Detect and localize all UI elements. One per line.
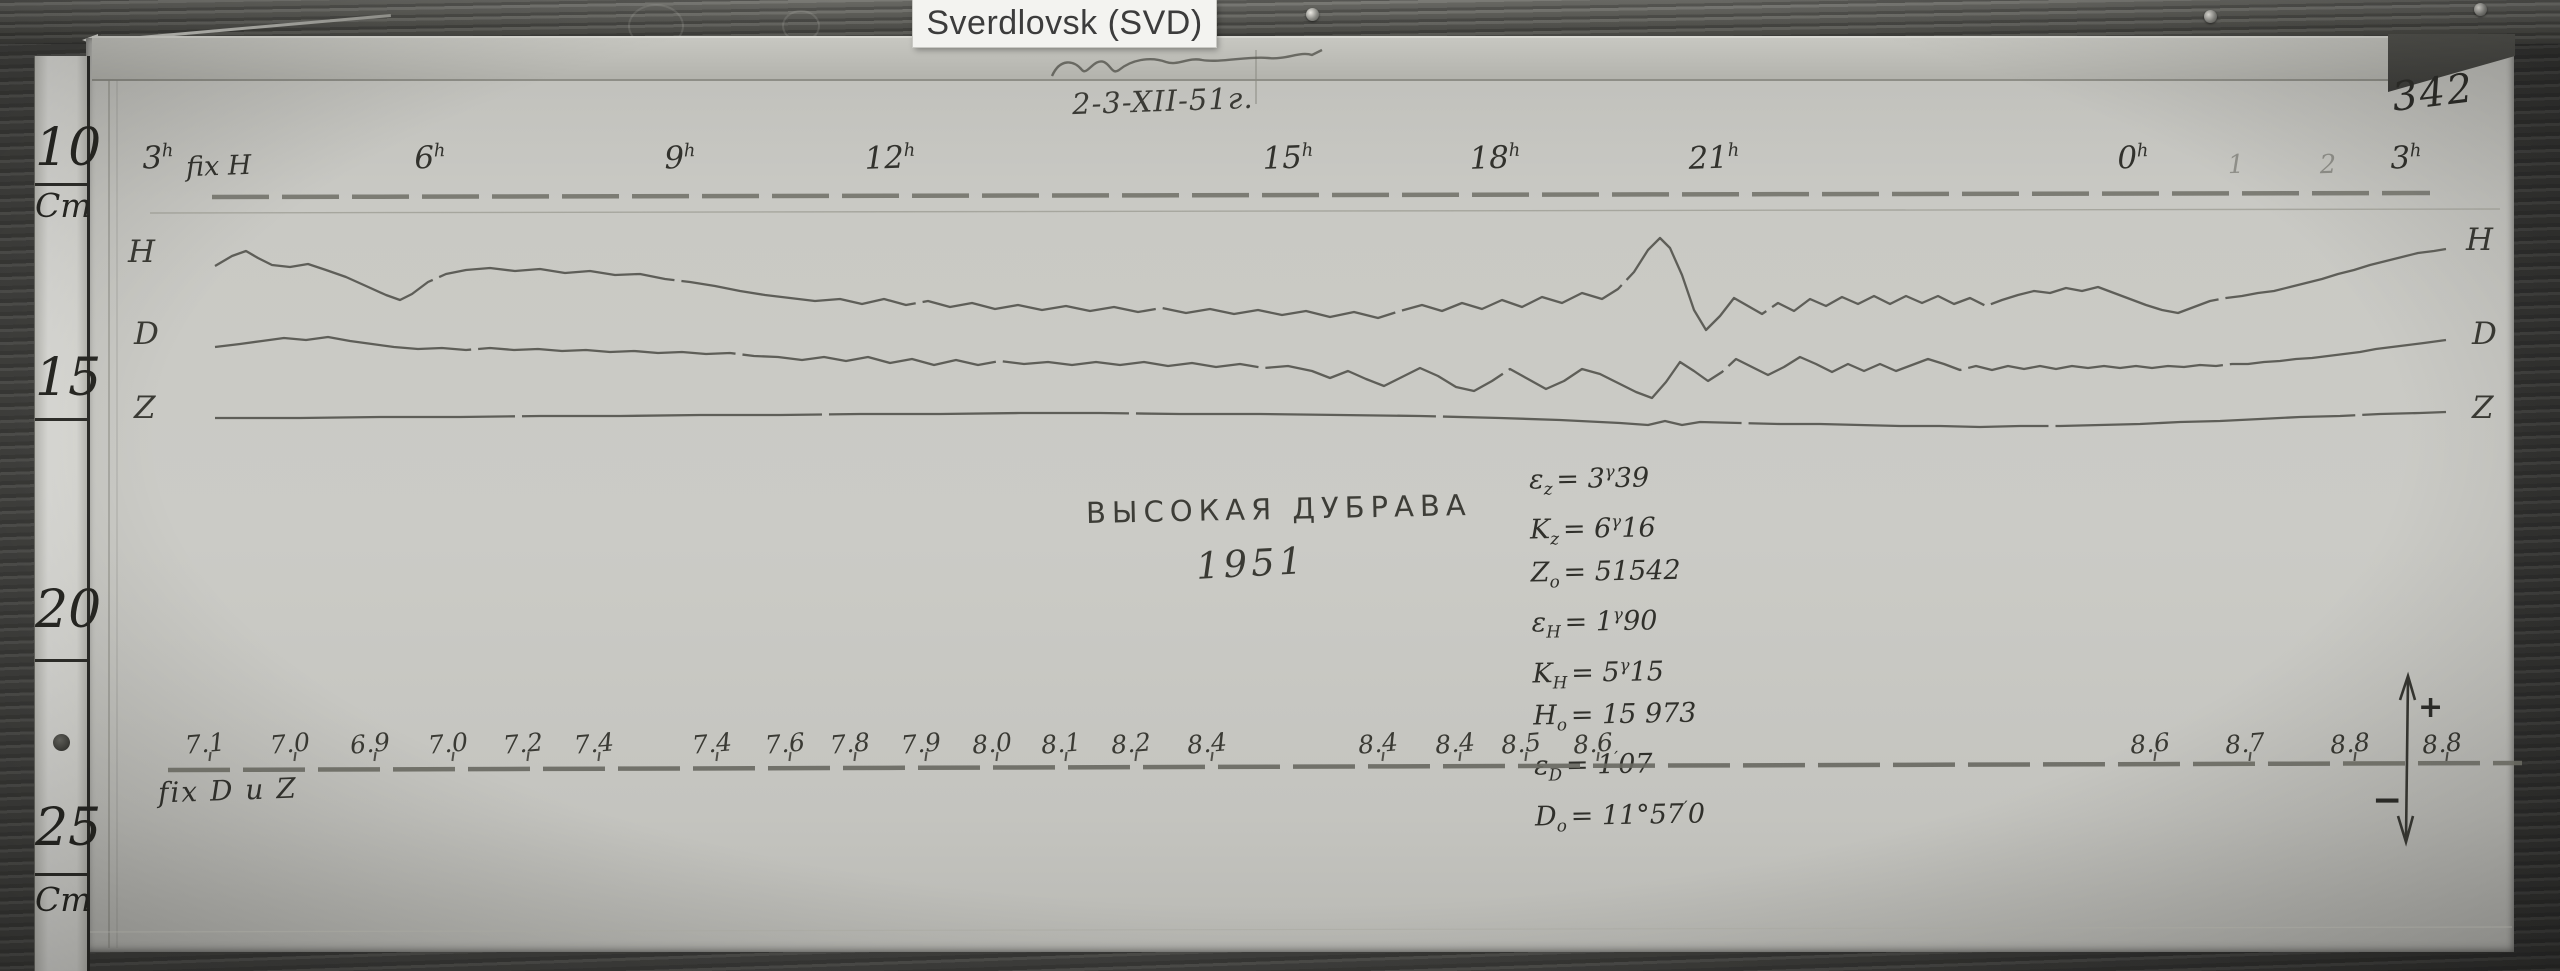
fix-h-note: fix H bbox=[185, 149, 252, 184]
ruler-line bbox=[35, 873, 87, 876]
temperature-label: 7.2 bbox=[501, 727, 545, 760]
hour-tick-label: 18h bbox=[1468, 139, 1521, 177]
temperature-label: 8.5 bbox=[1499, 727, 1543, 760]
magnetogram-sheet bbox=[86, 38, 2514, 952]
ruler-mark: Cm bbox=[35, 880, 92, 919]
hour-tick-label: 2 bbox=[2319, 149, 2337, 181]
ruler-line bbox=[35, 418, 87, 421]
constant-line: Kz = 6γ16 bbox=[1529, 511, 1656, 549]
temperature-label: 7.6 bbox=[763, 727, 807, 760]
hour-tick-label: 21h bbox=[1687, 139, 1740, 177]
temperature-label: 7.8 bbox=[828, 727, 872, 760]
observatory-year: 1951 bbox=[1194, 539, 1308, 588]
constant-line: Zo = 51542 bbox=[1530, 554, 1681, 592]
temperature-label: 8.6 bbox=[2128, 727, 2172, 760]
temperature-label: 8.8 bbox=[2328, 727, 2372, 760]
top-paper-strip bbox=[92, 36, 2390, 81]
temperature-label: 7.0 bbox=[426, 727, 470, 760]
hour-tick-label: 3h bbox=[2389, 139, 2422, 177]
trace-label-h-left: H bbox=[128, 234, 156, 270]
temperature-label: 7.1 bbox=[183, 727, 227, 760]
screw-icon bbox=[1306, 8, 1319, 21]
constant-line: Ho = 15 973 bbox=[1532, 697, 1697, 735]
constant-line: KH = 5γ15 bbox=[1532, 654, 1665, 693]
hour-tick-label: 3h bbox=[141, 139, 174, 177]
hour-tick-label: 1 bbox=[2227, 149, 2245, 181]
constant-line: εz = 3γ39 bbox=[1528, 461, 1650, 499]
ruler-mark: Cm bbox=[35, 186, 92, 225]
constant-line: Do = 11°57′0 bbox=[1534, 796, 1706, 836]
temperature-label: 7.4 bbox=[572, 727, 616, 760]
hour-tick-label: 15h bbox=[1261, 139, 1314, 177]
ruler-line bbox=[35, 183, 87, 186]
temperature-label: 8.1 bbox=[1039, 727, 1083, 760]
ruler-mark: 25 bbox=[35, 798, 102, 858]
handwritten-date: 2-3-XII-51г. bbox=[1071, 80, 1255, 122]
trace-label-h-right: H bbox=[2466, 222, 2494, 258]
temperature-label: 7.4 bbox=[690, 727, 734, 760]
ruler-hole bbox=[53, 734, 70, 751]
temperature-label: 8.6 bbox=[1571, 727, 1615, 760]
hour-tick-label: 6h bbox=[413, 139, 446, 177]
temperature-label: 8.0 bbox=[970, 727, 1014, 760]
trace-label-z-left: Z bbox=[134, 390, 156, 426]
ruler: 10 Cm 15 20 25 Cm bbox=[34, 56, 102, 971]
hour-tick-label: 12h bbox=[863, 139, 916, 177]
trace-label-d-left: D bbox=[134, 316, 159, 352]
ruler-mark: 20 bbox=[35, 580, 102, 640]
screw-icon bbox=[2474, 3, 2487, 16]
ruler-line bbox=[35, 659, 87, 662]
trace-label-d-right: D bbox=[2472, 316, 2497, 352]
temperature-label: 8.4 bbox=[1356, 727, 1400, 760]
constants-block: εz = 3γ39 Kz = 6γ16 Zo = 51542 εH = 1γ90 KH = 5γ1… bbox=[1529, 453, 1706, 843]
trace-label-z-right: Z bbox=[2472, 390, 2494, 426]
hour-tick-label: 9h bbox=[663, 139, 696, 177]
temperature-label: 8.4 bbox=[1185, 727, 1229, 760]
strip-overlap-line bbox=[1255, 50, 1257, 104]
constant-line: εD = 1′07 bbox=[1533, 747, 1653, 785]
ruler-mark: 10 bbox=[35, 118, 102, 178]
polarity-minus: − bbox=[2372, 780, 2403, 821]
station-label-text: Sverdlovsk (SVD) bbox=[926, 4, 1203, 42]
temperature-label: 6.9 bbox=[348, 727, 392, 760]
temperature-label: 8.2 bbox=[1109, 727, 1153, 760]
constant-line: εH = 1γ90 bbox=[1531, 604, 1658, 642]
hour-tick-label: 0h bbox=[2116, 139, 2149, 177]
fix-duz-note: fix D u Z bbox=[157, 771, 299, 810]
temperature-label: 8.8 bbox=[2420, 727, 2464, 760]
station-label: Sverdlovsk (SVD) bbox=[913, 0, 1216, 47]
ruler-mark: 15 bbox=[35, 348, 102, 408]
temperature-label: 7.0 bbox=[268, 727, 312, 760]
sheet-edge-line bbox=[108, 80, 110, 948]
temperature-label: 7.9 bbox=[899, 727, 943, 760]
sheet-edge-line bbox=[116, 80, 118, 948]
temperature-label: 8.7 bbox=[2223, 727, 2267, 760]
polarity-plus: + bbox=[2418, 690, 2444, 725]
screw-icon bbox=[2204, 10, 2217, 23]
temperature-label: 8.4 bbox=[1433, 727, 1477, 760]
